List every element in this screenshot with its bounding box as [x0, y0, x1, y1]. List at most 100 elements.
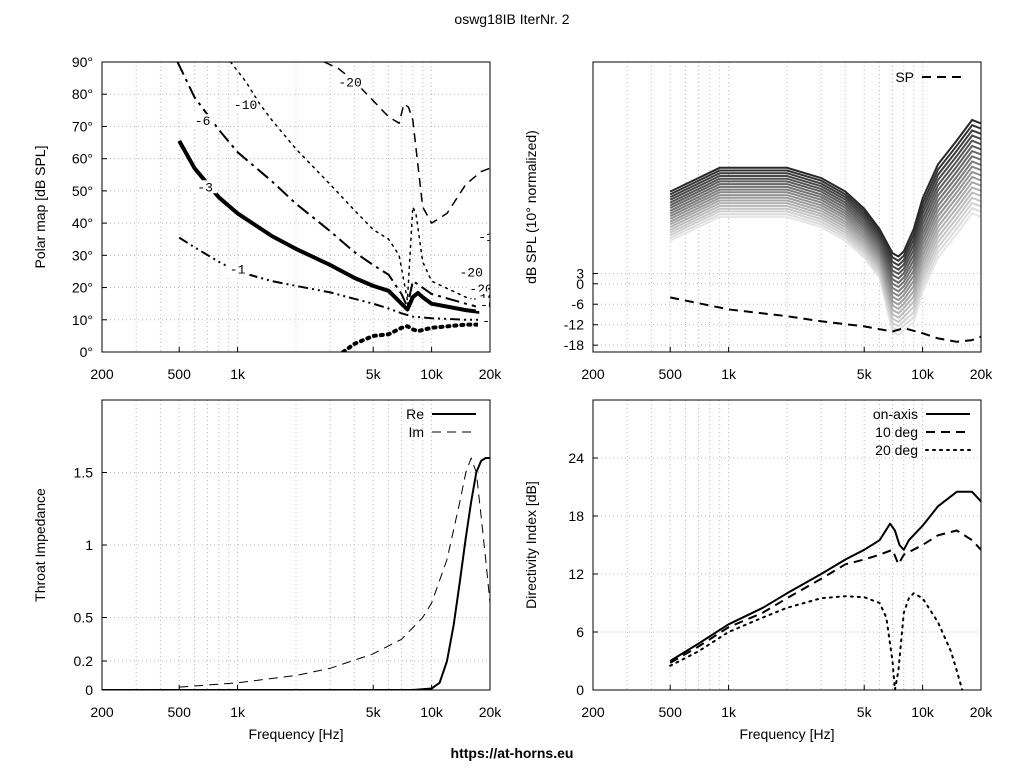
- figure-title: oswg18IB IterNr. 2: [454, 11, 569, 27]
- spl-angle-curve: [669, 144, 981, 280]
- spl-angle-curve: [669, 134, 981, 271]
- spl-ytick-label: 0: [576, 276, 584, 292]
- spl-angle-curve: [669, 201, 981, 328]
- impedance-xtick-label: 200: [90, 704, 114, 720]
- impedance-legend-im-label: Im: [408, 424, 424, 440]
- di-ytick-label: 6: [576, 624, 584, 640]
- spl-angle-curve: [669, 139, 981, 276]
- impedance-xtick-label: 20k: [479, 704, 503, 720]
- spl-xtick-label: 10k: [911, 366, 935, 382]
- spl-plot-frame: [592, 61, 982, 353]
- contour-label-bg: [338, 75, 363, 89]
- spl-ytick-label: -18: [564, 337, 584, 353]
- di-ytick-label: 18: [568, 508, 584, 524]
- contour-label-bg: [193, 180, 218, 194]
- charts-group: 200 500 1k 5k 10k 20k 0° 10° 20° 30° 40° 50° 60° 70° 8…: [32, 54, 993, 742]
- spl-angle-curve: [669, 170, 981, 302]
- footer-link[interactable]: https://at-horns.eu: [451, 745, 574, 761]
- spl-angle-curve: [669, 149, 981, 284]
- contour-label-bg: [225, 262, 250, 276]
- spl-angle-curve: [669, 123, 981, 263]
- di-plot-frame: [592, 399, 982, 691]
- polar-xtick-label: 20k: [479, 366, 503, 382]
- spl-xtick-label: 1k: [721, 366, 737, 382]
- contour-label: -1: [482, 314, 498, 329]
- spl-angle-curve: [669, 118, 981, 258]
- polar-panel: 200 500 1k 5k 10k 20k 0° 10° 20° 30° 40° 50° 60° 70° 8…: [32, 54, 504, 382]
- di-ylabel: Directivity Index [dB]: [523, 481, 539, 609]
- polar-ytick-label: 70°: [72, 118, 93, 134]
- di-series-on-axis: [669, 490, 981, 662]
- spl-angle-curve: [669, 129, 981, 267]
- impedance-xtick-label: 1k: [230, 704, 246, 720]
- impedance-plot-frame: [101, 399, 491, 691]
- di-xtick-label: 1k: [721, 704, 737, 720]
- impedance-ytick-label: 0: [85, 682, 93, 698]
- contour-label-bg: [459, 265, 484, 279]
- polar-ytick-label: 90°: [72, 54, 93, 70]
- contour-label-bg: [233, 98, 258, 112]
- contour-label: -6: [195, 114, 211, 129]
- impedance-ylabel: Throat Impedance: [32, 488, 48, 602]
- spl-xtick-label: 500: [659, 366, 683, 382]
- impedance-ytick-label: 0.2: [74, 653, 94, 669]
- di-ytick-label: 12: [568, 566, 584, 582]
- polar-ytick-label: 50°: [72, 183, 93, 199]
- di-panel: 200 500 1k 5k 10k 20k 0 6 12 18 24 Directivity Inde…: [523, 399, 994, 742]
- spl-xtick-label: 200: [581, 366, 605, 382]
- polar-xtick-label: 10k: [420, 366, 444, 382]
- spl-angle-curve: [669, 160, 981, 293]
- di-xtick-label: 5k: [857, 704, 873, 720]
- polar-xtick-label: 200: [90, 366, 114, 382]
- di-legend-2-label: 20 deg: [875, 442, 918, 458]
- polar-ytick-label: 20°: [72, 280, 93, 296]
- polar-series-5: [341, 322, 490, 352]
- spl-xtick-label: 20k: [970, 366, 994, 382]
- spl-series-sp: [669, 296, 981, 343]
- polar-ylabel: Polar map [dB SPL]: [32, 146, 48, 269]
- impedance-ytick-label: 1.5: [74, 465, 94, 481]
- spl-ylabel: dB SPL (10° normalized): [523, 130, 539, 284]
- spl-angle-curve: [669, 186, 981, 315]
- contour-label: -1: [230, 262, 246, 277]
- polar-series--6: [176, 62, 490, 312]
- contour-label: -6: [480, 298, 496, 313]
- impedance-xtick-label: 5k: [366, 704, 382, 720]
- impedance-panel: 200 500 1k 5k 10k 20k 0 0.2 0.5 1 1.5 Throat Impeda…: [32, 399, 503, 742]
- spl-angle-curve: [669, 206, 981, 332]
- polar-xtick-label: 5k: [366, 366, 382, 382]
- contour-label: -10: [478, 230, 501, 245]
- di-ytick-label: 0: [576, 682, 584, 698]
- polar-ytick-label: 10°: [72, 312, 93, 328]
- impedance-ytick-label: 0.5: [74, 610, 94, 626]
- contour-label: -3: [197, 180, 213, 195]
- polar-xtick-label: 1k: [230, 366, 246, 382]
- polar-xtick-label: 500: [168, 366, 192, 382]
- impedance-series-im: [179, 457, 490, 688]
- polar-series--1: [178, 236, 490, 321]
- spl-panel: 200 500 1k 5k 10k 20k 30 -6 -12 -18 dB SPL (10° no…: [523, 61, 994, 382]
- polar-ytick-label: 80°: [72, 86, 93, 102]
- impedance-xlabel: Frequency [Hz]: [249, 726, 344, 742]
- impedance-legend-re-label: Re: [406, 406, 424, 422]
- spl-ytick-label: -12: [564, 317, 584, 333]
- impedance-series-re: [102, 457, 490, 690]
- polar-ytick-label: 60°: [72, 151, 93, 167]
- di-legend-1-label: 10 deg: [875, 424, 918, 440]
- spl-xtick-label: 5k: [857, 366, 873, 382]
- spl-angle-curve: [669, 165, 981, 298]
- spl-angle-curve: [669, 175, 981, 306]
- di-xtick-label: 20k: [970, 704, 994, 720]
- contour-label-bg: [190, 114, 215, 128]
- polar-ytick-label: 0°: [80, 344, 93, 360]
- spl-legend-sp-label: SP: [895, 69, 914, 85]
- spl-angle-curve: [669, 155, 981, 289]
- contour-label: -10: [234, 98, 257, 113]
- impedance-ytick-label: 1: [85, 537, 93, 553]
- di-series-10-deg: [669, 529, 981, 664]
- spl-angle-curve: [669, 196, 981, 324]
- spl-ytick-label: -6: [572, 296, 585, 312]
- impedance-xtick-label: 10k: [420, 704, 444, 720]
- di-legend-0-label: on-axis: [873, 406, 918, 422]
